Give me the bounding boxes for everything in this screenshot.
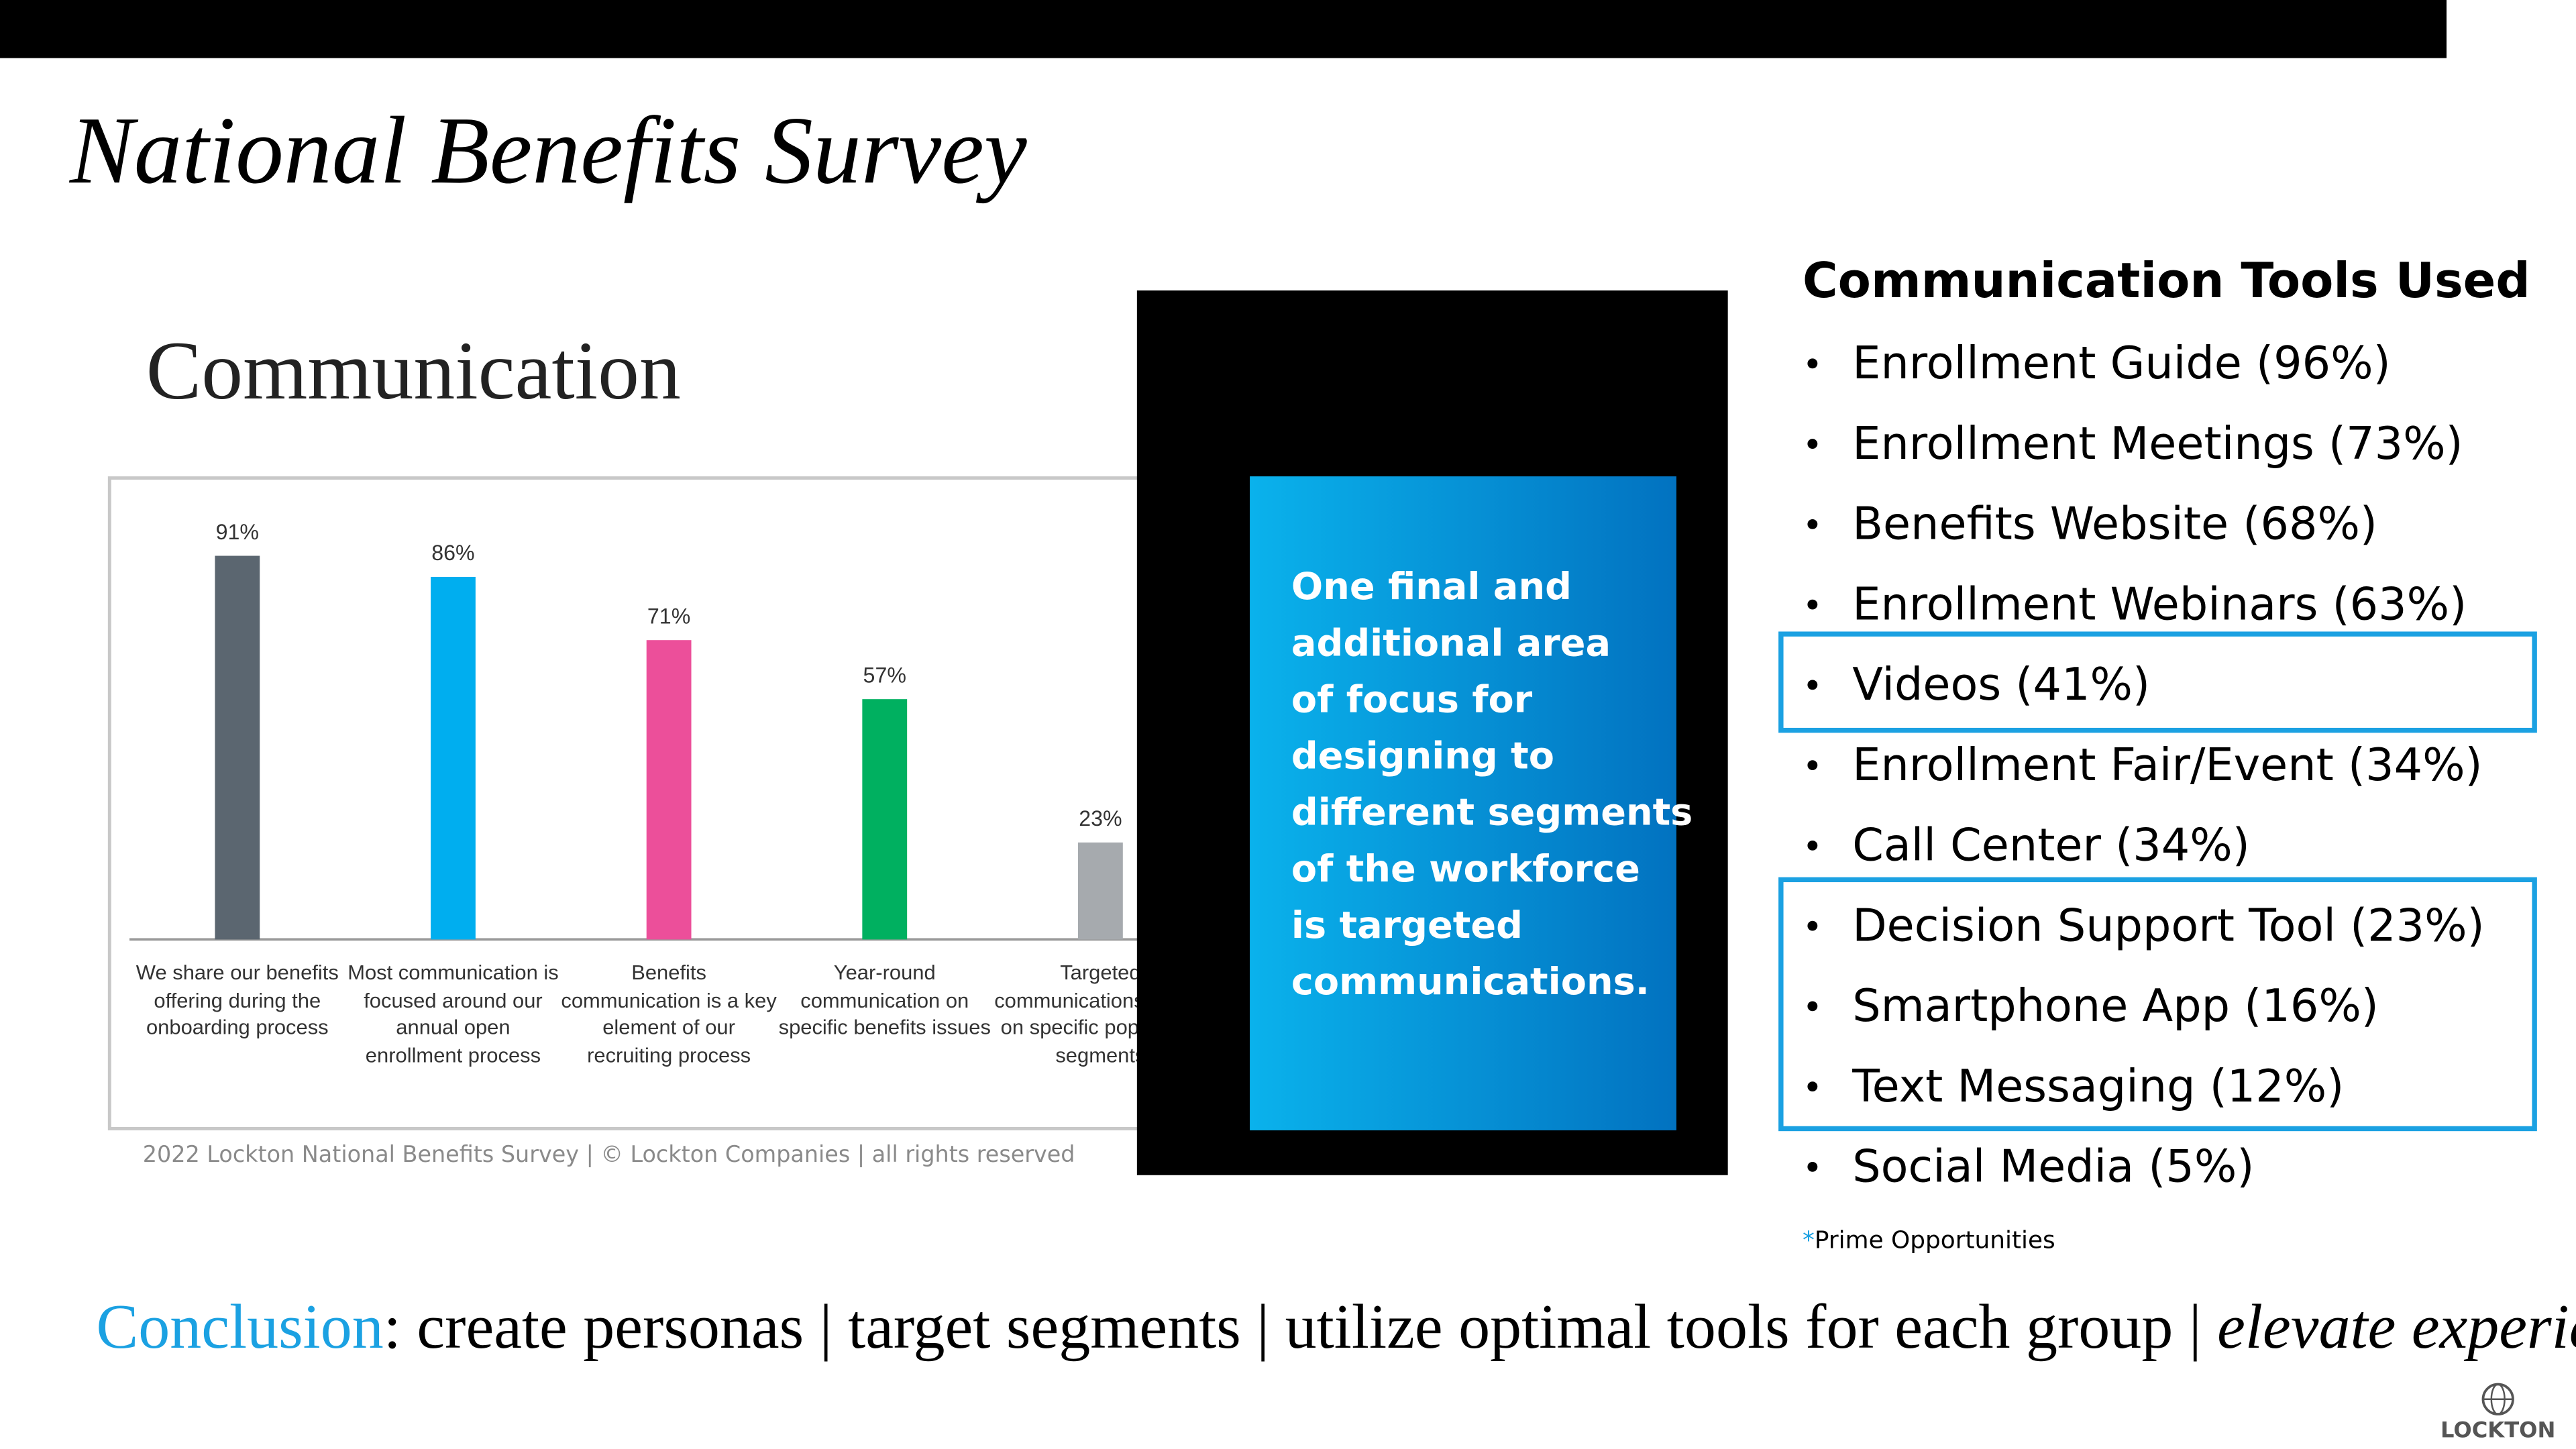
bullet	[1807, 920, 1818, 931]
tool-item: Call Center (34%)	[1852, 819, 2250, 871]
callout-line: different segments	[1291, 791, 1693, 835]
callout-line: of focus for	[1291, 678, 1533, 721]
tool-item: Text Messaging (12%)	[1851, 1060, 2344, 1112]
callout-line: additional area	[1291, 621, 1611, 665]
bullet	[1807, 519, 1818, 529]
x-tick-label-box: We share our benefits offering during th…	[136, 961, 339, 1039]
bullet	[1807, 1081, 1818, 1092]
tool-item: Social Media (5%)	[1852, 1140, 2254, 1193]
conclusion-emphasis: elevate experiences!	[2217, 1292, 2576, 1362]
bar	[862, 699, 908, 940]
x-tick-label: Benefits communication is a key element …	[561, 961, 777, 1067]
x-tick-label: Year-round communication on specific ben…	[778, 961, 991, 1039]
bullet	[1807, 439, 1818, 449]
tool-item: Enrollment Fair/Event (34%)	[1852, 739, 2482, 791]
bar	[1078, 842, 1123, 940]
chart-title: Communication	[146, 325, 681, 417]
highlight-box	[1778, 631, 2537, 733]
bullet	[1807, 680, 1818, 690]
callout-line: communications.	[1291, 960, 1650, 1004]
note-mark: *	[1803, 1227, 1815, 1254]
bullet	[1807, 599, 1818, 610]
x-tick-label: Most communication is focused around our…	[347, 961, 559, 1067]
tools-note: *Prime Opportunities	[1803, 1227, 2055, 1254]
x-tick-label-box: Year-round communication on specific ben…	[778, 961, 991, 1039]
x-tick-label-box: Most communication is focused around our…	[347, 961, 559, 1067]
conclusion-label: Conclusion	[97, 1292, 384, 1362]
tool-item: Videos (41%)	[1852, 658, 2150, 710]
tool-item: Decision Support Tool (23%)	[1852, 899, 2484, 951]
tools-list: Enrollment Guide (96%) Enrollment Meeting…	[1807, 337, 2485, 1193]
tool-item: Enrollment Meetings (73%)	[1852, 417, 2463, 470]
bullet	[1807, 1001, 1818, 1012]
slide-title: National Benefits Survey	[68, 97, 1027, 204]
x-tick-label: We share our benefits offering during th…	[136, 961, 339, 1039]
callout-line: designing to	[1291, 735, 1554, 778]
logo: LOCKTON	[2440, 1383, 2555, 1443]
bullet	[1807, 358, 1818, 369]
bar	[215, 555, 260, 940]
callout-panel	[1250, 476, 1676, 1130]
value-label: 57%	[863, 663, 906, 687]
callout-line: One final and	[1291, 565, 1572, 608]
conclusion: Conclusion: create personas | target seg…	[97, 1292, 2576, 1362]
bar	[646, 640, 692, 940]
value-label: 71%	[647, 604, 690, 628]
logo-text: LOCKTON	[2440, 1417, 2555, 1443]
value-label: 86%	[431, 541, 474, 565]
value-label: 23%	[1079, 806, 1122, 830]
tool-item: Enrollment Guide (96%)	[1852, 337, 2390, 389]
top-bar	[0, 0, 2447, 58]
note-text: Prime Opportunities	[1815, 1227, 2055, 1254]
chart-source: 2022 Lockton National Benefits Survey | …	[143, 1141, 1075, 1167]
callout-line: of the workforce	[1291, 847, 1640, 891]
bullet	[1807, 1161, 1818, 1172]
tools-title: Communication Tools Used	[1803, 252, 2530, 309]
x-tick-label-box: Benefits communication is a key element …	[561, 961, 777, 1067]
bar	[431, 576, 476, 940]
highlight-box	[1778, 877, 2537, 1132]
tool-item: Benefits Website (68%)	[1852, 498, 2377, 550]
tool-item: Smartphone App (16%)	[1852, 979, 2379, 1032]
conclusion-text: : create personas | target segments | ut…	[384, 1292, 2217, 1362]
bullet	[1807, 840, 1818, 851]
bar-chart: 91% We share our benefits offering during…	[129, 520, 1209, 1067]
callout-text: One final and additional area of focus for…	[1291, 565, 1693, 1004]
bullet	[1807, 760, 1818, 771]
callout-line: is targeted	[1291, 904, 1523, 947]
tool-item: Enrollment Webinars (63%)	[1852, 578, 2467, 630]
value-label: 91%	[216, 520, 259, 544]
